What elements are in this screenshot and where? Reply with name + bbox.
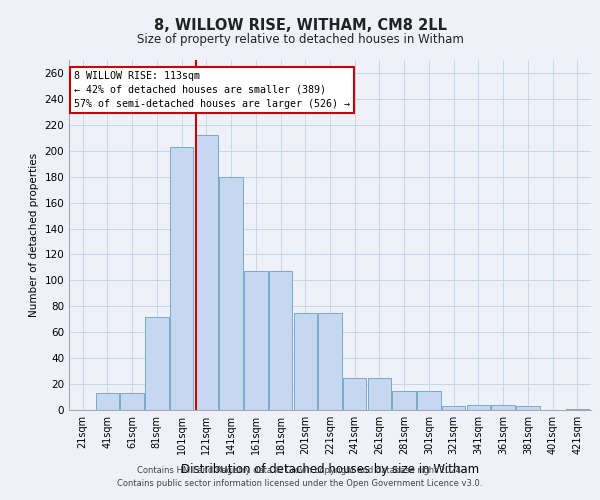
- Text: Contains HM Land Registry data © Crown copyright and database right 2024.
Contai: Contains HM Land Registry data © Crown c…: [118, 466, 482, 487]
- Text: 8, WILLOW RISE, WITHAM, CM8 2LL: 8, WILLOW RISE, WITHAM, CM8 2LL: [154, 18, 446, 32]
- Bar: [219, 176, 243, 410]
- Bar: [293, 313, 317, 410]
- Bar: [95, 393, 119, 410]
- Bar: [194, 135, 218, 410]
- Bar: [566, 408, 589, 410]
- Bar: [121, 393, 144, 410]
- Bar: [318, 313, 342, 410]
- Bar: [417, 390, 441, 410]
- Text: Size of property relative to detached houses in Witham: Size of property relative to detached ho…: [137, 32, 463, 46]
- Bar: [269, 272, 292, 410]
- Bar: [244, 272, 268, 410]
- Bar: [442, 406, 466, 410]
- Bar: [392, 390, 416, 410]
- Bar: [343, 378, 367, 410]
- X-axis label: Distribution of detached houses by size in Witham: Distribution of detached houses by size …: [181, 462, 479, 475]
- Bar: [145, 316, 169, 410]
- Bar: [368, 378, 391, 410]
- Text: 8 WILLOW RISE: 113sqm
← 42% of detached houses are smaller (389)
57% of semi-det: 8 WILLOW RISE: 113sqm ← 42% of detached …: [74, 70, 350, 108]
- Bar: [516, 406, 539, 410]
- Bar: [170, 147, 193, 410]
- Y-axis label: Number of detached properties: Number of detached properties: [29, 153, 39, 317]
- Bar: [491, 405, 515, 410]
- Bar: [467, 405, 490, 410]
